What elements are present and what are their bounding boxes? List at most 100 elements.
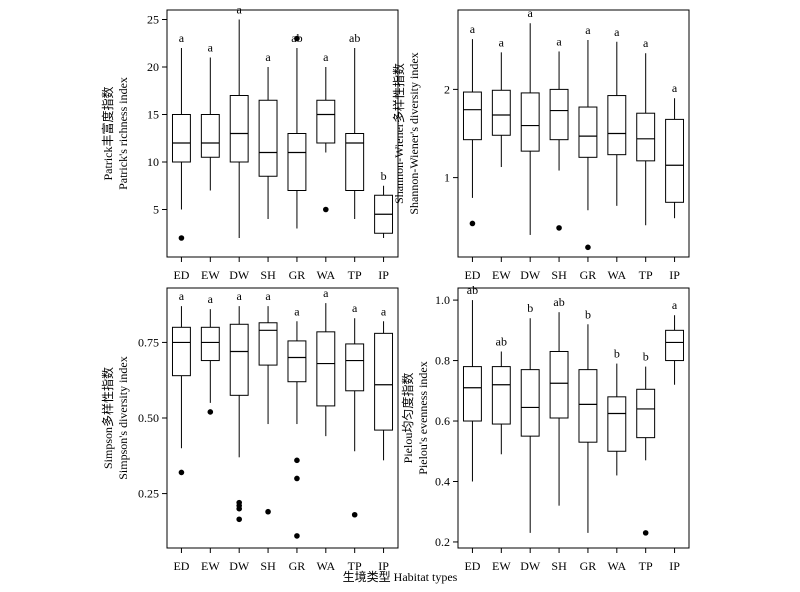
- box-WA: a: [607, 25, 627, 206]
- box-iqr: [171, 114, 191, 163]
- outlier-point: [207, 409, 214, 415]
- box-DW: b: [520, 301, 540, 533]
- y-tick-label: 0.2: [435, 535, 450, 549]
- x-tick-label: TP: [348, 268, 362, 282]
- x-tick-label: DW: [520, 559, 541, 573]
- box-TP: ab: [345, 31, 365, 219]
- box-GR: a: [287, 304, 307, 539]
- x-tick-label: SH: [551, 559, 567, 573]
- x-tick-label: WA: [607, 268, 626, 282]
- x-tick-label: ED: [173, 268, 189, 282]
- box-iqr: [491, 366, 511, 425]
- x-tick-label: GR: [289, 559, 306, 573]
- box-iqr: [316, 331, 336, 407]
- significance-letter: a: [294, 304, 300, 318]
- significance-letter: a: [381, 304, 387, 318]
- significance-letter: a: [265, 289, 271, 303]
- box-iqr: [200, 326, 220, 362]
- significance-letter: a: [672, 81, 678, 95]
- box-iqr: [636, 112, 656, 162]
- box-EW: a: [200, 292, 220, 415]
- significance-letter: a: [323, 286, 329, 300]
- x-tick-label: WA: [316, 559, 335, 573]
- significance-letter: b: [643, 350, 649, 364]
- box-SH: a: [258, 50, 278, 219]
- box-iqr: [258, 322, 278, 366]
- box-SH: ab: [549, 295, 569, 506]
- x-tick-label: WA: [316, 268, 335, 282]
- box-WA: b: [607, 347, 627, 476]
- y-tick-label: 0.8: [435, 354, 450, 368]
- y-tick-label: 1: [444, 171, 450, 185]
- x-tick-label: IP: [669, 268, 680, 282]
- box-ED: a: [171, 31, 191, 241]
- plot-frame: [457, 9, 690, 258]
- significance-letter: a: [614, 25, 620, 39]
- box-iqr: [491, 89, 511, 136]
- box-iqr: [578, 369, 598, 443]
- box-DW: a: [229, 3, 249, 238]
- y-axis-label-cn: Patrick丰富度指数: [100, 87, 115, 181]
- x-tick-label: EW: [201, 559, 220, 573]
- box-ED: a: [171, 289, 191, 476]
- y-axis-label-en: Shannon-Wiener's diversity index: [407, 52, 421, 214]
- significance-letter: a: [237, 3, 243, 17]
- box-WA: a: [316, 286, 336, 437]
- y-tick-label: 1.0: [435, 293, 450, 307]
- box-SH: a: [258, 289, 278, 515]
- x-tick-label: GR: [580, 268, 597, 282]
- y-tick-label: 0.6: [435, 414, 450, 428]
- outlier-point: [351, 511, 358, 518]
- x-tick-label: ED: [173, 559, 189, 573]
- x-tick-label: EW: [492, 268, 511, 282]
- x-tick-label: SH: [260, 268, 276, 282]
- x-tick-label: TP: [639, 268, 653, 282]
- y-tick-label: 0.50: [138, 411, 159, 425]
- significance-letter: a: [528, 6, 534, 20]
- box-EW: ab: [491, 334, 511, 455]
- y-tick-label: 15: [147, 108, 159, 122]
- significance-letter: a: [179, 31, 185, 45]
- box-iqr: [520, 92, 540, 152]
- box-TP: a: [636, 36, 656, 226]
- box-iqr: [345, 343, 365, 392]
- box-IP: a: [665, 298, 685, 385]
- box-GR: a: [578, 23, 598, 251]
- box-IP: b: [374, 169, 394, 238]
- x-tick-label: SH: [551, 268, 567, 282]
- x-tick-label: GR: [289, 268, 306, 282]
- box-iqr: [607, 95, 627, 156]
- x-tick-label: IP: [378, 268, 389, 282]
- significance-letter: a: [208, 41, 214, 55]
- outlier-point: [294, 475, 300, 482]
- box-iqr: [665, 329, 685, 362]
- y-axis-label-cn: Pielou均匀度指数: [400, 373, 415, 464]
- box-GR: b: [578, 307, 598, 533]
- box-WA: a: [316, 50, 336, 213]
- box-iqr: [374, 332, 394, 431]
- outlier-point: [236, 516, 242, 523]
- box-IP: a: [374, 304, 394, 461]
- y-tick-label: 20: [147, 60, 159, 74]
- box-TP: b: [636, 350, 656, 536]
- significance-letter: a: [323, 50, 329, 64]
- box-SH: a: [549, 34, 569, 231]
- outlier-point: [469, 220, 476, 227]
- x-tick-label: SH: [260, 559, 276, 573]
- x-axis-label: 生境类型 Habitat types: [342, 570, 458, 584]
- significance-letter: a: [470, 22, 476, 36]
- outlier-point: [178, 235, 185, 241]
- significance-letter: ab: [349, 31, 360, 45]
- box-iqr: [229, 323, 249, 396]
- box-iqr: [549, 88, 569, 141]
- x-tick-label: DW: [520, 268, 541, 282]
- y-tick-label: 0.75: [138, 335, 159, 349]
- box-iqr: [287, 133, 307, 191]
- x-tick-label: GR: [580, 559, 597, 573]
- x-tick-label: IP: [669, 559, 680, 573]
- box-iqr: [462, 366, 482, 422]
- box-iqr: [462, 91, 482, 141]
- y-axis-label-en: Patrick's richness index: [116, 77, 130, 190]
- box-DW: a: [229, 289, 249, 523]
